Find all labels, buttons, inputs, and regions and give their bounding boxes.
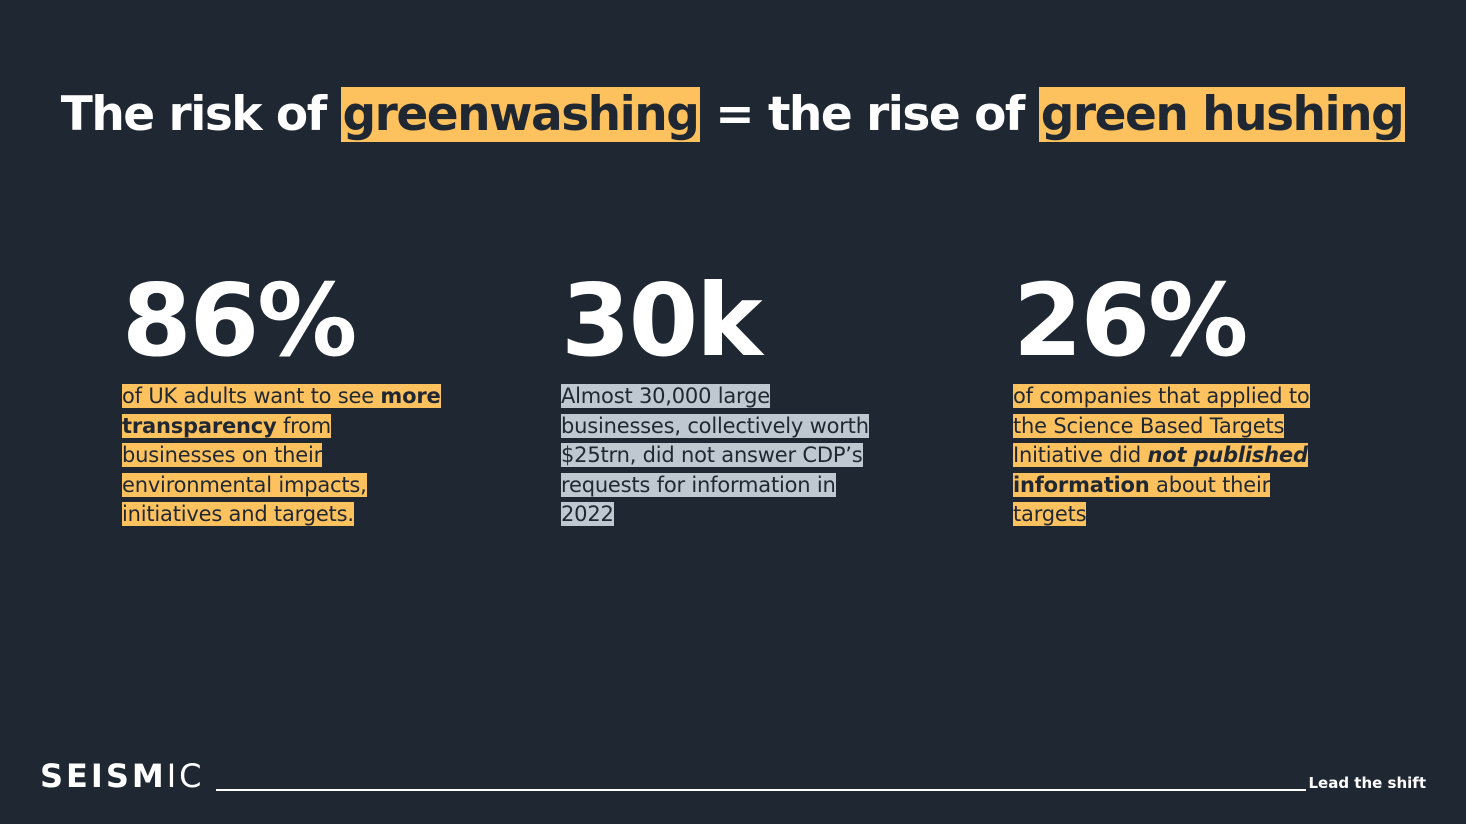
stat-text: of UK adults want to see <box>122 384 381 408</box>
logo-text-bold: SEISM <box>40 757 167 795</box>
stat-block-uk-adults: 86% of UK adults want to see more transp… <box>122 262 442 530</box>
stat-block-cdp-requests: 30k Almost 30,000 large businesses, coll… <box>561 262 886 530</box>
stat-value: 86% <box>122 262 357 379</box>
stat-value: 30k <box>561 262 763 379</box>
stat-text: from businesses on their environmental i… <box>122 413 367 527</box>
logo-text-light: IC <box>166 757 205 795</box>
page-title: The risk of greenwashing = the rise of g… <box>0 84 1466 146</box>
stat-emphasis: information <box>1013 472 1150 497</box>
stat-text: of companies that applied to the Science… <box>1013 384 1310 467</box>
stat-text: about their targets <box>1013 472 1271 527</box>
title-highlight-green-hushing: green hushing <box>1038 87 1406 142</box>
stat-emphasis: more transparency <box>122 384 441 438</box>
tagline: Lead the shift <box>1308 774 1426 792</box>
title-part-1: The risk of <box>60 87 341 142</box>
stat-emphasis-italic: not published <box>1147 443 1308 467</box>
stat-description: Almost 30,000 large businesses, collecti… <box>561 382 886 530</box>
stat-block-sbti: 26% of companies that applied to the Sci… <box>1013 262 1313 530</box>
seismic-logo: SEISMIC <box>40 756 204 796</box>
stat-description: of UK adults want to see more transparen… <box>122 382 442 530</box>
footer-divider <box>216 789 1306 791</box>
title-part-2: = the rise of <box>700 87 1039 142</box>
title-highlight-greenwashing: greenwashing <box>340 87 701 142</box>
stat-description: of companies that applied to the Science… <box>1013 382 1313 530</box>
stat-text: Almost 30,000 large businesses, collecti… <box>561 384 869 526</box>
stat-value: 26% <box>1013 262 1248 379</box>
